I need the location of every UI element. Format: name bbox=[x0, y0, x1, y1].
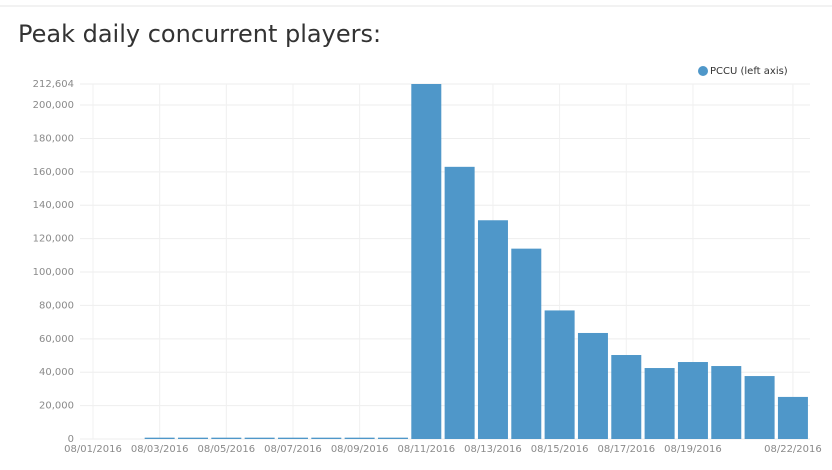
x-tick-label: 08/13/2016 bbox=[464, 444, 522, 455]
y-tick-label: 140,000 bbox=[33, 200, 74, 211]
bar bbox=[144, 437, 175, 439]
y-tick-label: 20,000 bbox=[39, 401, 74, 412]
bar bbox=[477, 220, 508, 439]
legend-label: PCCU (left axis) bbox=[710, 66, 788, 77]
bar bbox=[177, 437, 208, 439]
bar bbox=[711, 366, 742, 439]
legend-marker bbox=[698, 66, 708, 76]
bar bbox=[777, 396, 808, 439]
bar bbox=[411, 84, 442, 439]
x-tick-label: 08/09/2016 bbox=[331, 444, 389, 455]
y-tick-label: 60,000 bbox=[39, 334, 74, 345]
y-tick-label: 100,000 bbox=[33, 267, 74, 278]
bar bbox=[644, 368, 675, 439]
bar bbox=[444, 166, 475, 439]
y-tick-label: 160,000 bbox=[33, 167, 74, 178]
bar bbox=[211, 437, 242, 439]
y-tick-label: 0 bbox=[68, 434, 74, 445]
bar bbox=[311, 437, 342, 439]
y-tick-label: 212,604 bbox=[33, 79, 74, 90]
bar bbox=[377, 437, 408, 439]
bar bbox=[544, 310, 575, 439]
y-tick-label: 40,000 bbox=[39, 367, 74, 378]
x-tick-label: 08/07/2016 bbox=[264, 444, 322, 455]
chart-title: Peak daily concurrent players: bbox=[18, 20, 381, 48]
x-tick-label: 08/01/2016 bbox=[64, 444, 122, 455]
bar bbox=[244, 437, 275, 439]
x-tick-label: 08/22/2016 bbox=[764, 444, 822, 455]
y-tick-label: 200,000 bbox=[33, 100, 74, 111]
bar bbox=[611, 355, 642, 439]
bar bbox=[677, 362, 708, 439]
x-tick-label: 08/19/2016 bbox=[664, 444, 722, 455]
x-tick-label: 08/05/2016 bbox=[197, 444, 255, 455]
bar bbox=[277, 437, 308, 439]
x-tick-label: 08/03/2016 bbox=[131, 444, 189, 455]
y-tick-label: 80,000 bbox=[39, 300, 74, 311]
bar bbox=[511, 248, 542, 439]
bar bbox=[344, 437, 375, 439]
y-tick-label: 180,000 bbox=[33, 133, 74, 144]
x-tick-label: 08/11/2016 bbox=[397, 444, 455, 455]
bar bbox=[744, 376, 775, 439]
x-tick-label: 08/17/2016 bbox=[597, 444, 655, 455]
bar bbox=[577, 332, 608, 439]
y-tick-label: 120,000 bbox=[33, 234, 74, 245]
x-tick-label: 08/15/2016 bbox=[531, 444, 589, 455]
